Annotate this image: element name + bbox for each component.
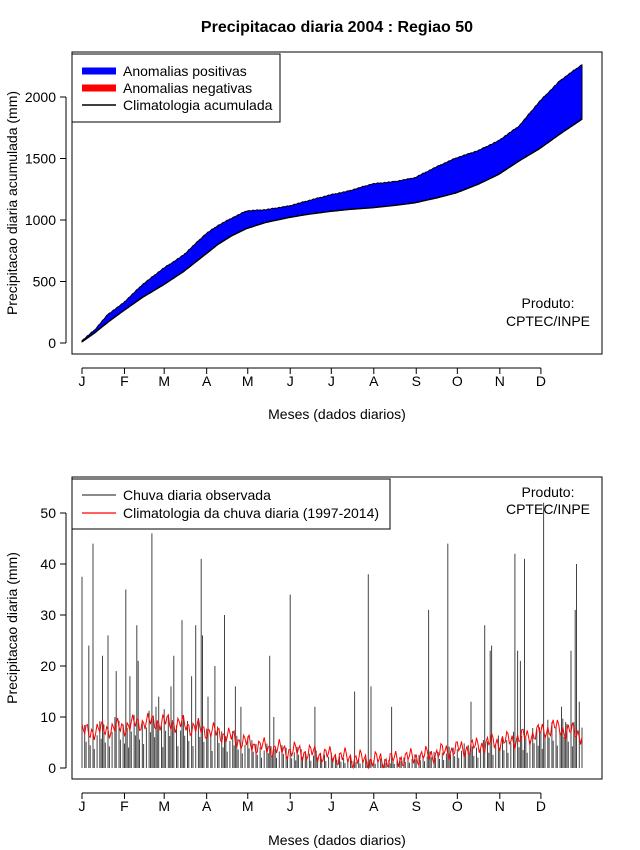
daily-x-axis-title: Meses (dados diarios): [268, 832, 406, 848]
daily-plot-area: [81, 502, 583, 770]
x-axis-tick-label: A: [369, 798, 379, 814]
y-axis-tick-label: 30: [40, 607, 56, 623]
daily-axes: J F M A M J J A S O N D 0 10 20 30 40 50: [40, 505, 546, 814]
daily-product-source: CPTEC/INPE: [506, 501, 590, 517]
daily-legend: Chuva diaria observada Climatologia da c…: [71, 478, 391, 530]
x-axis-tick-label: M: [158, 373, 170, 389]
legend-label-negative-anomaly: Anomalias negativas: [123, 80, 252, 96]
daily-y-axis-title: Precipitacao diaria (mm): [4, 552, 20, 704]
x-axis-tick-label: A: [202, 798, 212, 814]
x-axis-tick-label: D: [536, 798, 546, 814]
x-axis-tick-label: A: [202, 373, 212, 389]
x-axis-tick-label: M: [242, 373, 254, 389]
cumulative-climatology-line: [81, 118, 583, 343]
x-axis-tick-label: S: [412, 798, 421, 814]
x-axis-tick-label: A: [369, 373, 379, 389]
cumulative-x-axis-title: Meses (dados diarios): [268, 406, 406, 422]
x-axis-tick-label: M: [158, 798, 170, 814]
legend-label-observed-rain: Chuva diaria observada: [123, 487, 271, 503]
x-axis-tick-label: N: [495, 373, 505, 389]
x-axis-tick-label: D: [536, 373, 546, 389]
daily-plot-frame: [71, 476, 603, 780]
cumulative-axes: J F M A M J J A S O N D 0 500 1000 1500 2000: [25, 89, 546, 389]
x-axis-tick-label: J: [79, 798, 86, 814]
legend-label-cumulative-climatology: Climatologia acumulada: [123, 97, 273, 113]
daily-legend-box: [71, 478, 391, 530]
legend-label-positive-anomaly: Anomalias positivas: [123, 63, 247, 79]
y-axis-tick-label: 10: [40, 709, 56, 725]
y-axis-tick-label: 0: [48, 335, 56, 351]
y-axis-tick-label: 2000: [25, 89, 56, 105]
y-axis-tick-label: 0: [48, 760, 56, 776]
cumulative-plot-frame: [71, 51, 603, 355]
x-axis-tick-label: J: [287, 373, 294, 389]
x-axis-tick-label: F: [120, 798, 129, 814]
cumulative-product-source: CPTEC/INPE: [506, 313, 590, 329]
y-axis-tick-label: 50: [40, 505, 56, 521]
x-axis-tick-label: O: [452, 798, 463, 814]
x-axis-tick-label: J: [328, 798, 335, 814]
x-axis-tick-label: J: [287, 798, 294, 814]
y-axis-tick-label: 1000: [25, 212, 56, 228]
x-axis-tick-label: M: [242, 798, 254, 814]
daily-chart: J F M A M J J A S O N D 0 10 20 30 40 50 Meses (dados dia…: [4, 476, 603, 848]
x-axis-tick-label: F: [120, 373, 129, 389]
x-axis-tick-label: S: [412, 373, 421, 389]
y-axis-tick-label: 40: [40, 556, 56, 572]
x-axis-tick-label: N: [495, 798, 505, 814]
x-axis-tick-label: J: [328, 373, 335, 389]
legend-label-rain-climatology: Climatologia da chuva diaria (1997-2014): [123, 505, 379, 521]
cumulative-legend: Anomalias positivas Anomalias negativas …: [71, 53, 281, 123]
x-axis-tick-label: J: [79, 373, 86, 389]
x-axis-tick-label: O: [452, 373, 463, 389]
cumulative-plot-area: [81, 64, 583, 343]
daily-product-label: Produto:: [522, 484, 575, 500]
y-axis-tick-label: 500: [33, 274, 57, 290]
rain-climatology-line: [81, 712, 583, 770]
cumulative-chart: J F M A M J J A S O N D 0 500 1000 1500 2000 Meses (dado…: [4, 51, 603, 422]
page-title: Precipitacao diaria 2004 : Regiao 50: [201, 19, 473, 36]
cumulative-product-label: Produto:: [522, 295, 575, 311]
y-axis-tick-label: 1500: [25, 151, 56, 167]
cumulative-y-axis-title: Precipitacao diaria acumulada (mm): [4, 91, 20, 315]
y-axis-tick-label: 20: [40, 658, 56, 674]
